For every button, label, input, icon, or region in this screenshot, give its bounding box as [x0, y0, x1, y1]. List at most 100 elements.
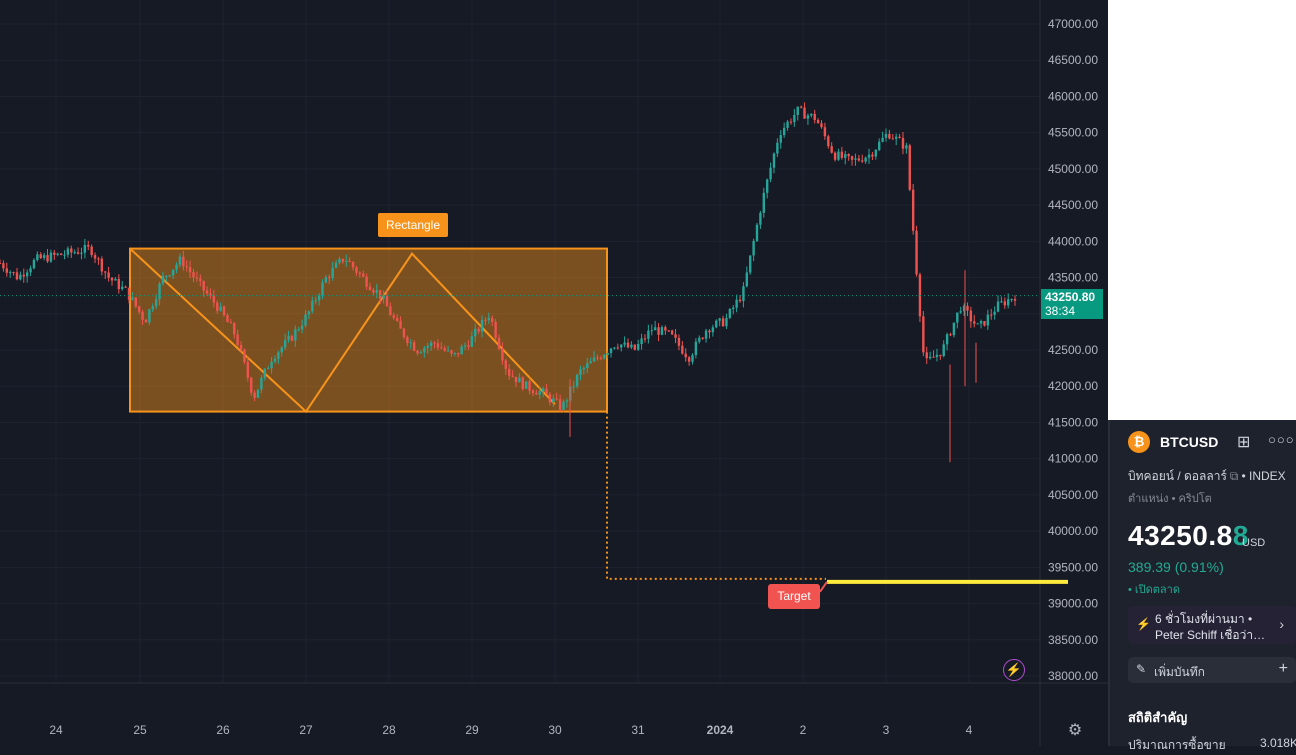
candle-body: [49, 252, 53, 262]
candle-body: [351, 262, 355, 268]
symbol-ticker[interactable]: BTCUSD: [1160, 434, 1219, 450]
candle-body: [667, 330, 670, 332]
chart-area[interactable]: 47000.00 46500.00 46000.00 45500.00 45000.00…: [0, 0, 1108, 746]
time-tick-label: 2024: [707, 723, 734, 737]
rectangle-label[interactable]: Rectangle: [378, 213, 448, 237]
time-tick-label: 26: [216, 723, 230, 737]
symbol-category: ตำแหน่ง • คริปโต: [1128, 493, 1212, 505]
price-tick-label: 43500.00: [1048, 271, 1098, 285]
candle-body: [616, 347, 620, 349]
candle-body: [443, 348, 446, 351]
price-chart[interactable]: 47000.00 46500.00 46000.00 45500.00 45000.00…: [0, 0, 1108, 746]
candle-body: [857, 158, 861, 161]
bar-countdown: 38:34: [1045, 304, 1076, 318]
symbol-details-panel: ₿ BTCUSD ⊞ ○○○ บิทคอยน์ / ดอลลาร์ ⧉ • INDE…: [1108, 420, 1296, 752]
candle-body: [127, 287, 131, 300]
candle-body: [266, 368, 270, 370]
candle-body: [474, 328, 477, 337]
candle-body: [297, 329, 300, 331]
more-icon[interactable]: ○○○: [1268, 432, 1295, 447]
candle-body: [219, 306, 222, 311]
market-status: • เปิดตลาด: [1128, 584, 1180, 596]
pattern-zigzag[interactable]: [129, 247, 556, 414]
candle-body: [514, 376, 518, 383]
candle-body: [935, 354, 939, 358]
candle-body: [976, 323, 979, 325]
candle-body: [375, 290, 379, 293]
candle-body: [694, 341, 698, 356]
add-note-button[interactable]: ✎ เพิ่มบันทึก +: [1128, 657, 1296, 683]
target-projection[interactable]: [606, 411, 826, 580]
candle-body: [942, 344, 945, 357]
candle-body: [507, 368, 511, 376]
candle-body: [684, 353, 687, 358]
candle-body: [25, 272, 29, 277]
external-link-icon[interactable]: ⧉: [1229, 469, 1239, 483]
price-tick-label: 44000.00: [1048, 234, 1098, 248]
candle-body: [640, 338, 643, 345]
candle-body: [606, 353, 609, 355]
candle-body: [124, 286, 127, 288]
candle-body: [395, 318, 399, 321]
target-pointer: [819, 581, 828, 593]
candle-body: [511, 375, 514, 377]
candle-body: [480, 319, 484, 332]
candle-body: [715, 320, 718, 328]
candle-body: [596, 357, 599, 359]
candle-body: [915, 230, 918, 275]
candle-body: [888, 133, 891, 139]
time-tick-label: 24: [49, 723, 63, 737]
candle-body: [728, 309, 732, 318]
gear-icon[interactable]: ⚙: [1067, 722, 1083, 739]
candle-body: [56, 253, 59, 255]
plus-icon: +: [1278, 660, 1288, 677]
candle-body: [63, 254, 66, 256]
candle-body: [5, 268, 8, 273]
candle-body: [433, 342, 436, 344]
candle-body: [830, 146, 833, 153]
candle-body: [494, 321, 497, 338]
lightning-icon[interactable]: ⚡: [1003, 659, 1025, 681]
candle-body: [782, 127, 786, 136]
candle-body: [161, 275, 165, 284]
candle-body: [854, 158, 857, 160]
candle-body: [287, 336, 290, 341]
candle-body: [864, 157, 867, 162]
price-tick-label: 40500.00: [1048, 488, 1098, 502]
candle-body: [565, 400, 569, 402]
candle-body: [256, 389, 260, 398]
candle-body: [653, 327, 657, 331]
time-tick-label: 25: [133, 723, 147, 737]
candle-body: [990, 314, 993, 316]
news-card[interactable]: ⚡ 6 ชั่วโมงที่ผ่านมา • Peter Schiff เชื่…: [1128, 606, 1296, 644]
candle-body: [12, 272, 15, 274]
price-tick-label: 46000.00: [1048, 89, 1098, 103]
candle-body: [314, 300, 317, 302]
symbol-exchange[interactable]: INDEX: [1249, 469, 1286, 483]
candle-body: [185, 266, 188, 268]
candle-body: [409, 342, 412, 344]
target-label[interactable]: Target: [768, 584, 820, 609]
candle-body: [331, 267, 334, 278]
candle-body: [908, 145, 911, 190]
candle-body: [216, 302, 219, 311]
pencil-icon: ✎: [1136, 662, 1147, 676]
candle-body: [457, 352, 460, 355]
candle-body: [528, 381, 531, 391]
candle-body: [470, 336, 474, 347]
candle-body: [732, 307, 735, 310]
candle-body: [426, 346, 429, 348]
candle-body: [901, 137, 905, 149]
grid-icon[interactable]: ⊞: [1237, 434, 1251, 451]
candle-body: [205, 290, 209, 294]
candle-body: [90, 246, 93, 256]
candle-body: [80, 252, 83, 254]
candle-body: [861, 160, 864, 162]
symbol-header[interactable]: ₿ BTCUSD: [1128, 430, 1218, 454]
rectangle-drawing[interactable]: [129, 247, 608, 413]
candle-body: [932, 356, 935, 358]
add-note-label: เพิ่มบันทึก: [1154, 665, 1205, 679]
candle-body: [345, 260, 348, 262]
candle-body: [243, 349, 246, 363]
price-tick-label: 41000.00: [1048, 452, 1098, 466]
